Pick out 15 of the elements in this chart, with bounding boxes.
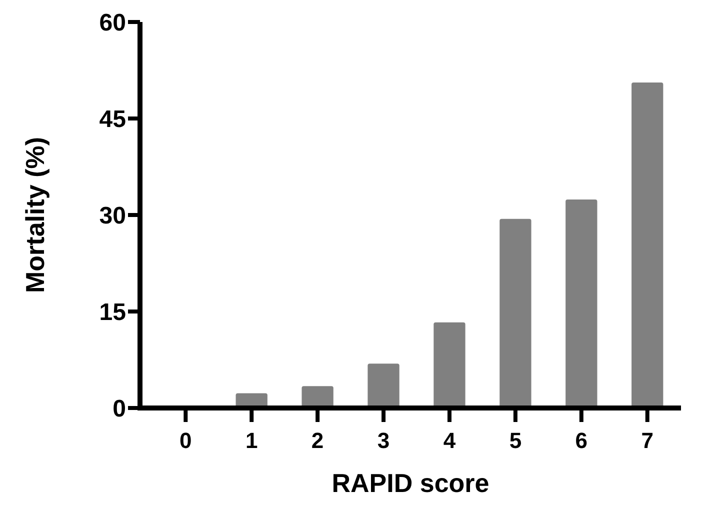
- x-tick-label: 6: [575, 428, 588, 453]
- y-tick-label: 60: [99, 9, 126, 36]
- y-axis-title: Mortality (%): [20, 137, 50, 293]
- y-tick-label: 30: [99, 202, 126, 230]
- y-tick-label: 0: [112, 395, 126, 422]
- y-tick-label: 15: [99, 298, 126, 326]
- x-tick-label: 5: [509, 428, 522, 453]
- x-tick-label: 0: [180, 428, 192, 453]
- x-tick-label: 1: [245, 428, 258, 453]
- x-tick-label: 2: [311, 428, 324, 453]
- x-tick-label: 4: [443, 428, 456, 453]
- x-tick-label: 3: [377, 428, 390, 453]
- x-tick-label: 7: [641, 428, 654, 453]
- x-axis-title: RAPID score: [332, 468, 490, 498]
- y-tick-label: 45: [99, 106, 126, 133]
